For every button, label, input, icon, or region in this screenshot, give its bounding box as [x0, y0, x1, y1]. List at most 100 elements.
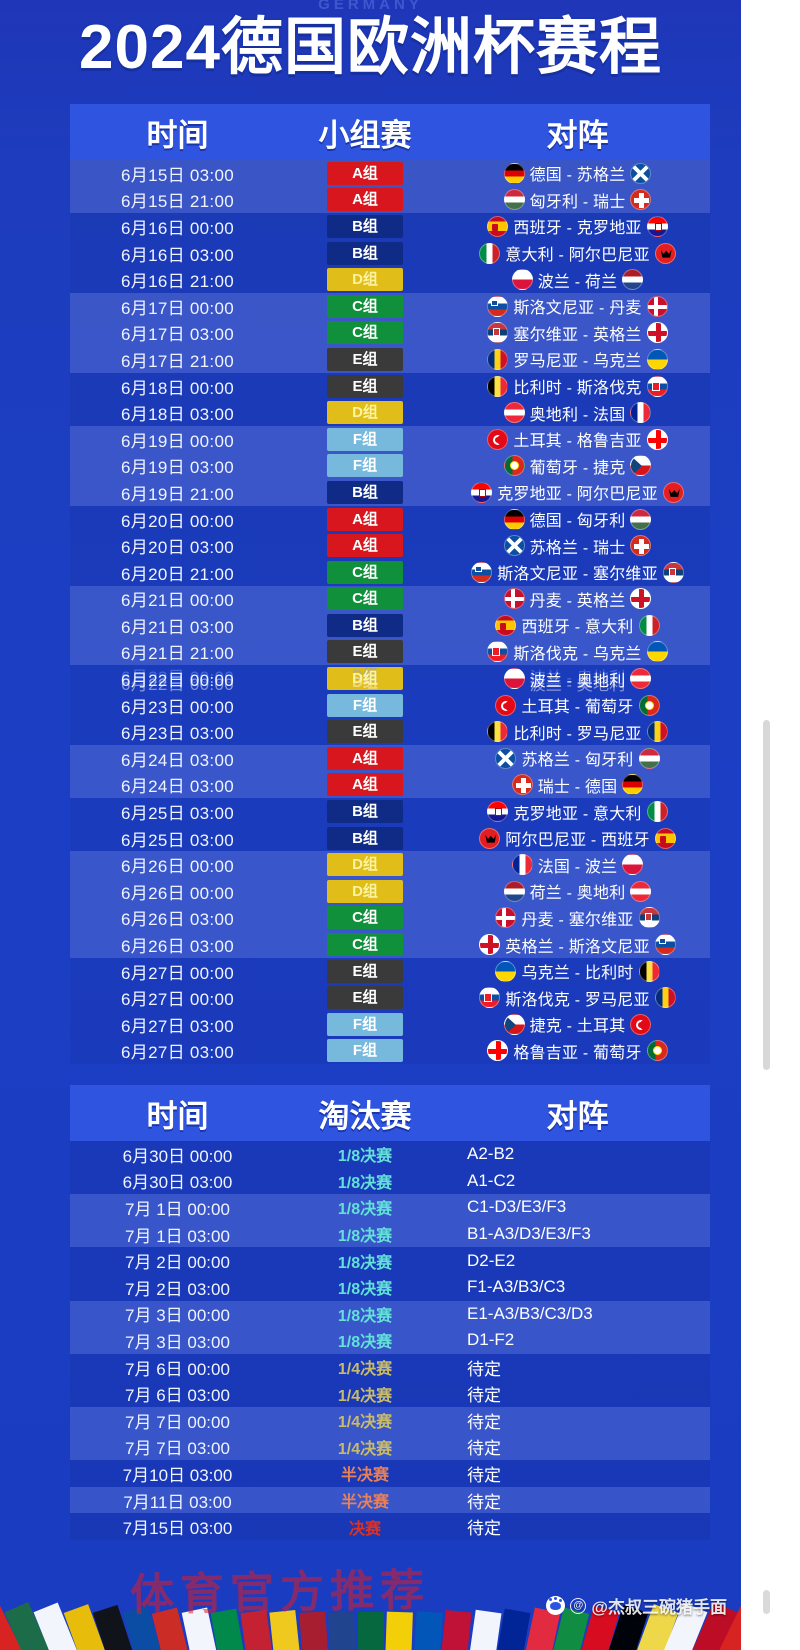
match-fixture-label: 法国 - 波兰	[537, 858, 618, 876]
flag-icon-fr	[630, 402, 652, 424]
match-time: 6月18日 03:00	[121, 405, 234, 425]
match-time: 6月15日 03:00	[121, 165, 234, 185]
page-title: 2024德国欧洲杯赛程	[79, 13, 662, 82]
match-time: 6月25日 03:00	[121, 804, 234, 824]
table-row: 6月16日 03:00 B组 意大利 - 阿尔巴尼亚	[70, 239, 710, 267]
knockout-stage-label: 半决赛	[340, 1467, 389, 1485]
knockout-row: 7月 3日 03:00 1/8决赛 D1-F2	[70, 1327, 710, 1354]
match-time: 6月27日 00:00	[121, 963, 234, 983]
group-badge: C组	[327, 933, 403, 957]
scrollbar-thumb[interactable]	[763, 720, 770, 1070]
flag-icon-be	[487, 721, 509, 743]
knockout-fixture-label: 待定	[467, 1439, 501, 1459]
match-fixture-label: 德国 - 苏格兰	[529, 167, 626, 185]
match-fixture-cell: 西班牙 - 意大利	[445, 613, 710, 637]
match-group-cell: D组	[285, 879, 445, 903]
flag-icon-ua	[495, 960, 517, 982]
table-row: 6月27日 00:00 E组 斯洛伐克 - 罗马尼亚	[70, 984, 710, 1011]
match-fixture-cell: 瑞士 - 德国	[445, 773, 710, 797]
flag-icon-at	[630, 668, 652, 690]
match-group-cell: B组	[285, 613, 445, 637]
match-fixture-label: 瑞士 - 德国	[537, 778, 618, 796]
table-row: 6月20日 21:00 C组 斯洛文尼亚 - 塞尔维亚	[70, 558, 710, 586]
knockout-time: 7月 3日 00:00	[125, 1306, 230, 1326]
group-stage-rows: 6月15日 03:00 A组 德国 - 苏格兰 6月15日 21:00 A组 匈牙利 - …	[70, 160, 710, 1065]
match-fixture-label: 克罗地亚 - 意大利	[513, 805, 642, 823]
match-group-cell: D组	[285, 268, 445, 292]
scrollbar-thumb-secondary[interactable]	[763, 1590, 770, 1614]
match-fixture-cell: 土耳其 - 葡萄牙	[445, 693, 710, 717]
group-badge: F组	[327, 693, 403, 717]
knockout-time: 7月15日 03:00	[122, 1519, 233, 1539]
group-badge: D组	[327, 853, 403, 877]
flag-icon-es	[654, 827, 676, 849]
group-stage-table: 时间 小组赛 对阵 6月15日 03:00 A组 德国 - 苏格兰 6月15日 21:…	[70, 104, 710, 1065]
group-badge: C组	[327, 294, 403, 318]
knockout-time: 7月 1日 00:00	[125, 1199, 230, 1219]
knockout-time: 7月 7日 03:00	[125, 1439, 230, 1459]
knockout-time: 7月 7日 00:00	[125, 1412, 230, 1432]
group-badge: C组	[327, 560, 403, 584]
group-badge: E组	[327, 720, 403, 744]
flag-icon-nl	[503, 880, 525, 902]
knockout-time: 7月 6日 00:00	[125, 1359, 230, 1379]
table-row: 6月21日 00:00 C组 丹麦 - 英格兰	[70, 585, 710, 613]
group-badge: B组	[327, 826, 403, 850]
match-time: 6月24日 03:00	[121, 750, 234, 770]
group-table-header: 时间 小组赛 对阵	[70, 104, 710, 160]
group-badge: E组	[327, 347, 403, 371]
flag-icon-tr	[630, 1013, 652, 1035]
match-fixture-cell: 奥地利 - 法国	[445, 401, 710, 425]
baidu-paw-icon	[546, 1596, 566, 1615]
header-stage-knockout: 淘汰赛	[318, 1098, 412, 1134]
knockout-fixture-label: 待定	[467, 1412, 501, 1432]
knockout-fixture-label: 待定	[467, 1465, 501, 1485]
flag-icon-ro	[487, 348, 509, 370]
match-fixture-cell: 意大利 - 阿尔巴尼亚	[445, 241, 710, 265]
baidu-handle-label: @杰叔三碗猪手面	[591, 1598, 727, 1617]
match-time: 6月27日 03:00	[121, 1016, 234, 1036]
group-badge: A组	[327, 188, 403, 212]
flag-icon-rs	[662, 561, 684, 583]
match-group-cell: B组	[285, 826, 445, 850]
match-time: 6月24日 03:00	[121, 777, 234, 797]
match-fixture-cell: 斯洛文尼亚 - 丹麦	[445, 294, 710, 318]
flag-icon-rs	[638, 907, 660, 929]
knockout-row: 7月 6日 03:00 1/4决赛 待定	[70, 1380, 710, 1407]
match-fixture-label: 斯洛伐克 - 罗马尼亚	[505, 991, 650, 1009]
group-badge: E组	[327, 959, 403, 983]
knockout-row: 7月10日 03:00 半决赛 待定	[70, 1460, 710, 1487]
knockout-row: 7月 7日 00:00 1/4决赛 待定	[70, 1406, 710, 1434]
flag-icon-eng	[479, 934, 501, 956]
flag-icon-it	[479, 242, 501, 264]
table-row: 6月27日 00:00 E组 乌克兰 - 比利时	[70, 957, 710, 985]
header-match: 对阵	[546, 117, 609, 153]
group-badge: D组	[327, 268, 403, 292]
match-time: 6月27日 03:00	[121, 1043, 234, 1063]
match-fixture-cell: 斯洛文尼亚 - 塞尔维亚	[445, 560, 710, 584]
match-time: 6月16日 03:00	[121, 245, 234, 265]
match-fixture-label: 意大利 - 阿尔巴尼亚	[505, 247, 650, 265]
table-row: 6月25日 03:00 B组 阿尔巴尼亚 - 西班牙	[70, 824, 710, 852]
match-fixture-label: 丹麦 - 英格兰	[529, 592, 626, 610]
knockout-fixture-label: 待定	[467, 1492, 501, 1512]
match-group-cell: A组	[285, 188, 445, 212]
match-time: 6月15日 21:00	[121, 192, 234, 212]
knockout-stage-table: 时间 淘汰赛 对阵 6月30日 00:00 1/8决赛 A2-B2 6月30日 03:…	[70, 1085, 710, 1540]
match-fixture-label: 塞尔维亚 - 英格兰	[513, 326, 642, 344]
match-group-cell: A组	[285, 161, 445, 185]
flag-icon-ch	[511, 774, 533, 796]
flag-icon-pl	[503, 668, 525, 690]
flag-icon-hu	[503, 189, 525, 211]
flag-icon-si	[487, 295, 509, 317]
match-fixture-cell: 波兰 - 奥地利	[445, 667, 710, 691]
knockout-fixture-label: A2-B2	[467, 1144, 515, 1164]
table-row: 6月23日 00:00 F组 土耳其 - 葡萄牙	[70, 691, 710, 719]
knockout-row: 6月30日 03:00 1/8决赛 A1-C2	[70, 1167, 710, 1195]
match-fixture-label: 土耳其 - 格鲁吉亚	[513, 433, 642, 451]
flag-icon-si	[471, 561, 493, 583]
match-fixture-cell: 西班牙 - 克罗地亚	[445, 214, 710, 238]
match-fixture-label: 荷兰 - 奥地利	[529, 885, 626, 903]
flag-icon-be	[638, 960, 660, 982]
match-fixture-cell: 匈牙利 - 瑞士	[445, 188, 710, 212]
